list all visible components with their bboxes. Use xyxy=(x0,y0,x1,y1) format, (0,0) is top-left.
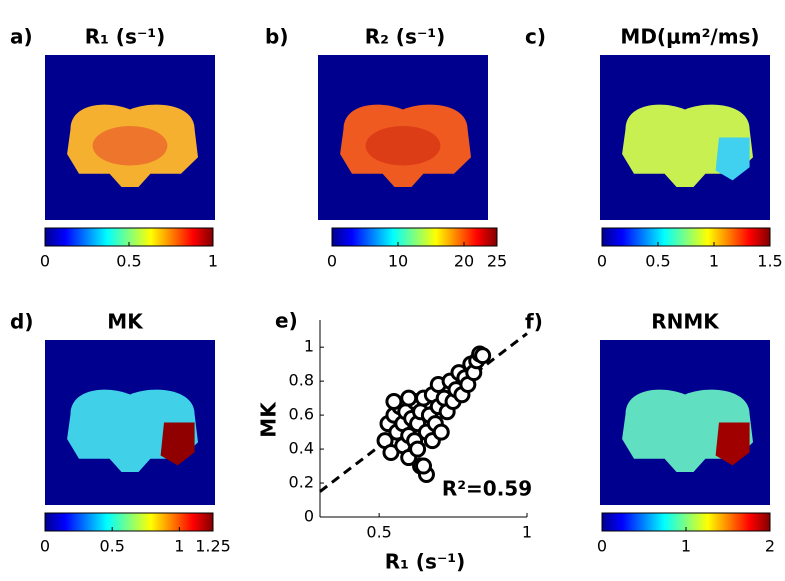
point xyxy=(385,393,403,411)
panel-label: e) xyxy=(275,309,298,333)
brain-core xyxy=(92,125,168,166)
panel-title: RNMK xyxy=(651,310,720,334)
colorbar-tick-label: 0 xyxy=(327,252,337,271)
y-tick-label: 0 xyxy=(304,507,314,526)
y-tick-label: 0.8 xyxy=(289,371,314,390)
y-axis-label: MK xyxy=(257,401,281,438)
y-tick-label: 0.4 xyxy=(289,439,314,458)
lesion xyxy=(715,137,750,181)
point xyxy=(409,440,427,458)
panel-title: MK xyxy=(107,310,144,334)
colorbar-tick-label: 0 xyxy=(597,252,607,271)
y-tick-label: 1 xyxy=(304,337,314,356)
colorbar-tick-label: 1.25 xyxy=(195,537,231,556)
colorbar-tick-label: 1.5 xyxy=(757,252,782,271)
colorbar-tick-label: 1 xyxy=(174,537,184,556)
colorbar-tick-label: 1 xyxy=(681,537,691,556)
colorbar-tick-label: 0 xyxy=(40,252,50,271)
colorbar-tick-label: 2 xyxy=(765,537,775,556)
point xyxy=(432,423,450,441)
colorbar-tick-label: 10 xyxy=(388,252,408,271)
panel-title: MD(μm²/ms) xyxy=(620,25,759,49)
fit-line xyxy=(319,332,528,493)
colorbar-tick-label: 0 xyxy=(40,537,50,556)
panel-label: f) xyxy=(525,310,543,334)
point xyxy=(415,457,432,475)
y-tick-label: 0.6 xyxy=(289,405,314,424)
panel-title: R₁ (s⁻¹) xyxy=(85,25,166,49)
colorbar xyxy=(331,227,498,247)
colorbar-tick-label: 1 xyxy=(208,252,218,271)
colorbar-tick-label: 0.5 xyxy=(645,252,670,271)
colorbar-tick-label: 0 xyxy=(597,537,607,556)
brain-map xyxy=(622,389,753,472)
colorbar-tick-label: 25 xyxy=(487,252,507,271)
point xyxy=(474,347,492,365)
brain-map xyxy=(340,104,471,187)
brain-map xyxy=(67,389,198,472)
x-tick-label: 1 xyxy=(522,523,532,542)
colorbar xyxy=(44,512,214,532)
y-tick-label: 0.2 xyxy=(289,473,314,492)
lesion xyxy=(715,422,750,466)
colorbar xyxy=(601,227,771,247)
brain-map xyxy=(622,104,753,187)
brain-map xyxy=(67,104,198,187)
colorbar-tick-label: 0.5 xyxy=(116,252,141,271)
panel-label: b) xyxy=(265,25,288,49)
colorbar-tick-label: 20 xyxy=(454,252,474,271)
x-tick-label: 0.5 xyxy=(366,523,391,542)
panel-label: c) xyxy=(525,25,546,49)
brain-core xyxy=(365,125,441,166)
point xyxy=(400,389,418,407)
x-axis-label: R₁ (s⁻¹) xyxy=(385,550,466,574)
annotation: R²=0.59 xyxy=(442,477,532,501)
colorbar-tick-label: 0.5 xyxy=(99,537,124,556)
panel-title: R₂ (s⁻¹) xyxy=(365,25,446,49)
panel-label: a) xyxy=(10,25,33,49)
lesion xyxy=(160,422,195,466)
colorbar-tick-label: 1 xyxy=(709,252,719,271)
panel-label: d) xyxy=(10,310,33,334)
